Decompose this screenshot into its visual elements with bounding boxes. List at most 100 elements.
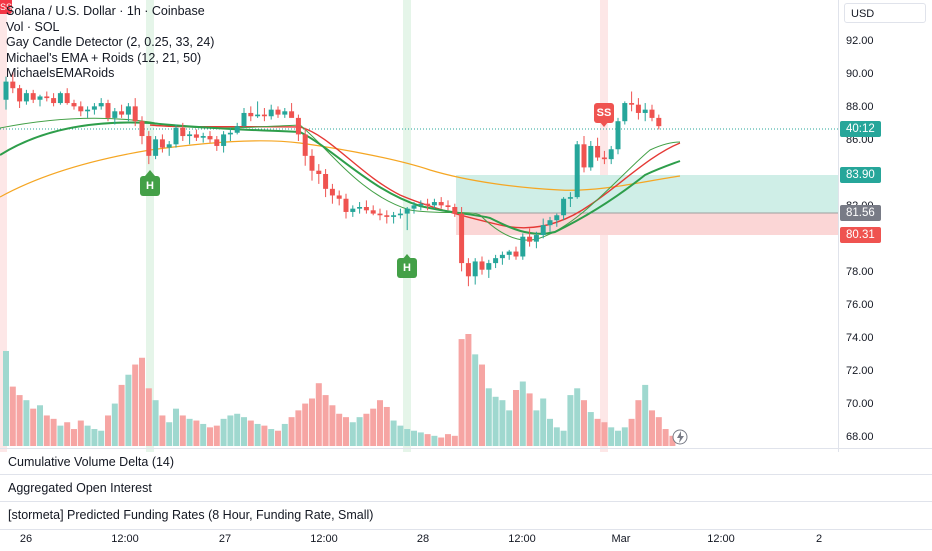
candle-body[interactable]	[316, 170, 322, 174]
candle-body[interactable]	[23, 93, 29, 102]
candle-body[interactable]	[493, 258, 499, 264]
candle-body[interactable]	[105, 103, 111, 118]
candle-body[interactable]	[125, 106, 131, 115]
candle-body[interactable]	[336, 195, 342, 199]
candle-body[interactable]	[255, 114, 261, 117]
candle-body[interactable]	[425, 203, 431, 206]
candle-body[interactable]	[391, 215, 397, 217]
candle-body[interactable]	[221, 134, 227, 146]
candle-body[interactable]	[309, 155, 315, 171]
candle-body[interactable]	[465, 263, 471, 277]
candle-body[interactable]	[187, 134, 193, 137]
candle-body[interactable]	[411, 205, 417, 209]
candle-body[interactable]	[561, 198, 567, 216]
candle-body[interactable]	[567, 197, 573, 199]
candle-body[interactable]	[200, 136, 206, 138]
candle-body[interactable]	[384, 215, 390, 217]
candle-body[interactable]	[112, 111, 118, 118]
candle-body[interactable]	[370, 210, 376, 214]
candle-body[interactable]	[608, 149, 614, 160]
candle-body[interactable]	[547, 220, 553, 226]
replay-lightning-icon[interactable]	[672, 429, 688, 445]
candle-body[interactable]	[418, 203, 424, 206]
candle-body[interactable]	[295, 117, 301, 135]
candle-body[interactable]	[601, 157, 607, 160]
candle-body[interactable]	[268, 109, 274, 117]
price-axis[interactable]	[838, 0, 932, 452]
currency-button[interactable]: USD	[844, 3, 926, 23]
candle-body[interactable]	[533, 235, 539, 242]
candle-body[interactable]	[214, 139, 220, 146]
candle-body[interactable]	[10, 81, 16, 89]
candle-body[interactable]	[588, 145, 594, 168]
candle-body[interactable]	[91, 106, 97, 110]
candle-body[interactable]	[275, 109, 281, 115]
candle-body[interactable]	[166, 144, 172, 148]
candle-body[interactable]	[499, 254, 505, 259]
candle-body[interactable]	[248, 112, 254, 117]
cvd-pane[interactable]: Cumulative Volume Delta (14)	[0, 448, 932, 475]
candle-body[interactable]	[51, 98, 57, 104]
candle-body[interactable]	[289, 111, 295, 118]
candle-body[interactable]	[479, 261, 485, 270]
candle-body[interactable]	[438, 202, 444, 206]
candle-body[interactable]	[377, 213, 383, 216]
candle-body[interactable]	[159, 139, 165, 148]
candle-body[interactable]	[44, 96, 50, 99]
funding-rate-pane[interactable]: [stormeta] Predicted Funding Rates (8 Ho…	[0, 501, 932, 528]
candle-body[interactable]	[227, 132, 233, 135]
candle-body[interactable]	[132, 106, 138, 122]
price-chart-pane[interactable]: SS Solana / U.S. Dollar · 1h · Coinbase …	[0, 0, 838, 452]
candle-body[interactable]	[540, 225, 546, 236]
candle-body[interactable]	[642, 109, 648, 113]
candle-body[interactable]	[17, 88, 23, 102]
candle-body[interactable]	[357, 207, 363, 209]
candles[interactable]	[3, 71, 662, 287]
candle-body[interactable]	[241, 112, 247, 127]
candle-body[interactable]	[445, 205, 451, 207]
candle-body[interactable]	[71, 103, 77, 107]
candle-body[interactable]	[146, 136, 152, 156]
candle-body[interactable]	[329, 188, 335, 196]
candle-body[interactable]	[64, 93, 70, 104]
candle-body[interactable]	[581, 144, 587, 168]
candle-body[interactable]	[452, 207, 458, 214]
candle-body[interactable]	[595, 145, 601, 158]
candle-body[interactable]	[404, 208, 410, 214]
candle-body[interactable]	[207, 136, 213, 140]
candle-body[interactable]	[506, 251, 512, 255]
candle-body[interactable]	[635, 104, 641, 113]
candle-body[interactable]	[622, 103, 628, 122]
candle-body[interactable]	[173, 127, 179, 145]
time-axis[interactable]: 26 12:00 27 12:00 28 12:00 Mar 12:00 2	[0, 529, 932, 551]
legend-indicator[interactable]: MichaelsEMARoids	[6, 66, 115, 80]
candle-body[interactable]	[180, 127, 186, 137]
candle-body[interactable]	[350, 208, 356, 212]
candle-body[interactable]	[85, 109, 91, 112]
candle-body[interactable]	[513, 251, 519, 257]
candle-body[interactable]	[363, 207, 369, 211]
candle-body[interactable]	[3, 81, 9, 100]
candle-body[interactable]	[656, 117, 662, 127]
candle-body[interactable]	[649, 109, 655, 118]
candle-body[interactable]	[629, 103, 635, 105]
candle-body[interactable]	[554, 215, 560, 221]
candle-body[interactable]	[615, 121, 621, 150]
open-interest-pane[interactable]: Aggregated Open Interest	[0, 474, 932, 501]
candle-body[interactable]	[472, 261, 478, 277]
candle-body[interactable]	[459, 213, 465, 264]
candle-body[interactable]	[119, 111, 125, 115]
candle-body[interactable]	[397, 213, 403, 216]
candle-body[interactable]	[153, 139, 159, 156]
candle-body[interactable]	[282, 111, 288, 115]
candle-body[interactable]	[323, 174, 329, 189]
candle-body[interactable]	[139, 121, 145, 137]
candle-body[interactable]	[431, 202, 437, 206]
candle-body[interactable]	[261, 114, 267, 117]
candle-body[interactable]	[574, 144, 580, 198]
candle-body[interactable]	[343, 198, 349, 212]
candle-body[interactable]	[520, 236, 526, 257]
candle-body[interactable]	[302, 134, 308, 156]
candle-body[interactable]	[193, 134, 199, 138]
candle-body[interactable]	[30, 93, 36, 100]
